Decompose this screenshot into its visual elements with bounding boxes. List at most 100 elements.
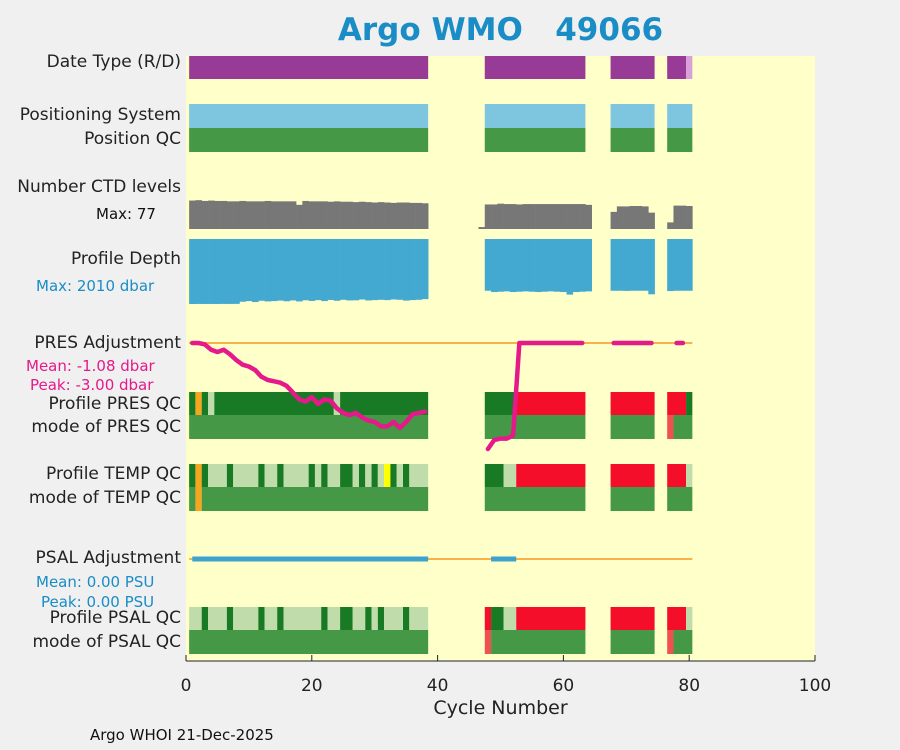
depth-bar-33 xyxy=(396,239,404,300)
depth-bar-34 xyxy=(403,239,410,301)
ctd-bar-50 xyxy=(553,204,561,229)
strip-profile_temp_qc-27 xyxy=(516,464,586,487)
strip-position_qc-1 xyxy=(484,128,586,152)
strip-profile_pres_qc-10 xyxy=(667,392,687,415)
strip-profile_pres_qc-9 xyxy=(610,392,655,415)
ctd-bar-47 xyxy=(535,204,542,229)
label-ctd-max: Max: 77 xyxy=(96,205,156,223)
depth-bar-0 xyxy=(189,239,196,304)
ctd-bar-39 xyxy=(484,204,492,229)
depth-bar-61 xyxy=(648,239,655,295)
label-psal-mean: Mean: 0.00 PSU xyxy=(36,573,155,591)
depth-bar-15 xyxy=(283,239,291,302)
ctd-bar-56 xyxy=(610,211,618,229)
strip-mode_temp_qc-1 xyxy=(195,487,202,511)
depth-bar-38 xyxy=(484,239,492,291)
ctd-bar-66 xyxy=(686,206,693,229)
depth-bar-41 xyxy=(503,239,511,292)
strip-mode_psal_qc-4 xyxy=(667,630,674,654)
depth-bar-36 xyxy=(415,239,423,300)
label-profile-depth: Profile Depth xyxy=(70,249,181,269)
strip-positioning_system-3 xyxy=(667,104,693,128)
ctd-bar-35 xyxy=(409,202,416,229)
ctd-bar-13 xyxy=(270,201,278,229)
depth-bar-62 xyxy=(667,239,674,292)
strip-profile_temp_qc-24 xyxy=(409,464,429,487)
depth-bar-27 xyxy=(358,239,366,300)
label-pres-mean: Mean: -1.08 dbar xyxy=(26,357,155,375)
ctd-bar-12 xyxy=(264,200,272,229)
depth-bar-50 xyxy=(560,239,567,293)
label-psal-peak: Peak: 0.00 PSU xyxy=(41,593,155,611)
depth-bar-5 xyxy=(220,239,228,304)
ctd-bar-62 xyxy=(648,212,655,229)
strip-position_qc-3 xyxy=(667,128,693,152)
ctd-bar-20 xyxy=(314,201,322,229)
ctd-bar-27 xyxy=(358,201,366,229)
strip-profile_temp_qc-5 xyxy=(233,464,259,487)
ctd-bar-52 xyxy=(566,204,574,229)
depth-bar-47 xyxy=(541,239,548,292)
strip-profile_temp_qc-25 xyxy=(484,464,504,487)
depth-bar-28 xyxy=(365,239,372,301)
strip-profile_psal_qc-13 xyxy=(365,607,372,630)
ctd-bar-28 xyxy=(365,202,372,229)
pres-adjustment-line-0 xyxy=(190,340,428,431)
ctd-bar-33 xyxy=(396,202,404,229)
depth-bar-25 xyxy=(346,239,353,301)
depth-bar-39 xyxy=(491,239,498,293)
x-axis-label: Cycle Number xyxy=(433,697,568,719)
strip-profile_psal_qc-6 xyxy=(264,607,278,630)
strip-profile_temp_qc-28 xyxy=(610,464,655,487)
depth-bar-52 xyxy=(572,239,580,293)
depth-bar-10 xyxy=(252,239,259,303)
depth-bar-21 xyxy=(321,239,328,302)
ctd-bar-19 xyxy=(308,201,316,229)
ctd-bar-5 xyxy=(220,200,228,229)
strip-profile_psal_qc-8 xyxy=(283,607,322,630)
strip-profile_temp_qc-10 xyxy=(308,464,315,487)
strip-profile_pres_qc-8 xyxy=(516,392,586,415)
ctd-bar-65 xyxy=(679,205,687,229)
x-tick-label-5: 100 xyxy=(799,676,831,696)
strip-profile_psal_qc-23 xyxy=(610,607,655,630)
label-profile-pres-qc: Profile PRES QC xyxy=(48,394,181,414)
depth-bar-58 xyxy=(629,239,637,291)
strip-profile_psal_qc-15 xyxy=(377,607,385,630)
depth-bar-57 xyxy=(623,239,630,291)
depth-bar-45 xyxy=(528,239,536,292)
ctd-bar-24 xyxy=(340,201,347,229)
ctd-bar-10 xyxy=(252,201,259,229)
depth-bar-64 xyxy=(679,239,687,291)
strip-profile_psal_qc-25 xyxy=(686,607,693,630)
strip-profile_pres_qc-2 xyxy=(201,392,209,415)
strip-mode_temp_qc-3 xyxy=(484,487,586,511)
depth-bar-35 xyxy=(409,239,416,301)
ctd-bar-2 xyxy=(201,200,209,229)
label-mode-psal-qc: mode of PSAL QC xyxy=(32,632,181,652)
depth-bar-13 xyxy=(270,239,278,302)
strip-profile_psal_qc-10 xyxy=(327,607,341,630)
strip-profile_temp_qc-6 xyxy=(258,464,265,487)
depth-bar-63 xyxy=(673,239,681,291)
strip-profile_psal_qc-24 xyxy=(667,607,687,630)
label-mode-temp-qc: mode of TEMP QC xyxy=(28,488,181,508)
ctd-bar-64 xyxy=(673,205,681,229)
ctd-bar-40 xyxy=(491,204,498,229)
strip-date_type-4 xyxy=(686,56,693,79)
ctd-bar-45 xyxy=(522,204,530,229)
strip-positioning_system-0 xyxy=(189,104,429,128)
strip-mode_temp_qc-5 xyxy=(667,487,693,511)
depth-bar-31 xyxy=(384,239,391,301)
strip-profile_temp_qc-13 xyxy=(327,464,341,487)
ctd-bar-61 xyxy=(642,206,649,229)
ctd-bar-14 xyxy=(277,201,284,229)
strip-profile_temp_qc-16 xyxy=(358,464,366,487)
strip-profile_temp_qc-22 xyxy=(396,464,404,487)
ctd-bar-7 xyxy=(233,201,240,229)
strip-date_type-0 xyxy=(189,56,429,79)
strip-mode_psal_qc-1 xyxy=(484,630,492,654)
depth-bar-60 xyxy=(642,239,649,291)
strip-profile_psal_qc-5 xyxy=(258,607,265,630)
depth-bar-16 xyxy=(289,239,297,301)
